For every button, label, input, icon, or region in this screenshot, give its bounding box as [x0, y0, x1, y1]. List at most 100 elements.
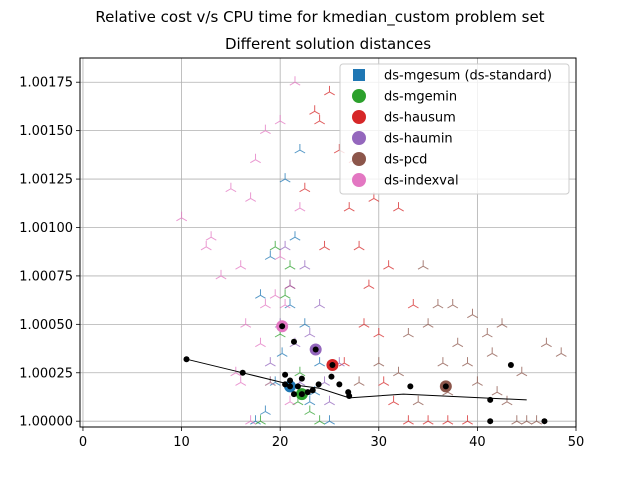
instance-point — [507, 362, 514, 369]
scatter-point — [304, 405, 316, 415]
x-tick-label: 40 — [469, 435, 486, 450]
scatter-point — [294, 366, 306, 377]
scatter-point — [250, 415, 261, 425]
instance-point — [328, 373, 335, 380]
series-4-points — [353, 260, 567, 425]
y-tick-label: 1.00025 — [19, 366, 73, 381]
series-mean-center — [329, 362, 336, 369]
x-tick-label: 0 — [79, 435, 87, 450]
scatter-point — [304, 395, 316, 406]
scatter-point — [437, 357, 449, 367]
legend-label: ds-pcd — [384, 153, 427, 168]
x-tick-label: 30 — [371, 435, 388, 450]
series-1-points — [255, 240, 326, 425]
scatter-point — [309, 105, 321, 115]
y-tick-label: 1.00100 — [19, 221, 73, 236]
scatter-point — [432, 298, 444, 309]
scatter-point — [289, 231, 301, 241]
scatter-point — [284, 279, 296, 290]
series-mean-center — [287, 383, 294, 390]
scatter-point — [259, 298, 271, 309]
scatter-point — [240, 318, 252, 328]
scatter-point — [521, 415, 533, 425]
instance-point — [298, 375, 305, 382]
scatter-point — [245, 192, 257, 202]
scatter-point — [304, 327, 316, 338]
legend-item: ds-indexval — [352, 173, 459, 189]
scatter-point — [363, 279, 375, 290]
series-2-points — [284, 85, 473, 425]
instance-point — [336, 381, 343, 388]
instance-point — [309, 387, 316, 394]
scatter-point — [289, 76, 301, 86]
trend-polyline — [186, 358, 527, 401]
scatter-point — [471, 376, 483, 386]
legend-box — [339, 63, 570, 195]
scatter-point — [338, 357, 350, 367]
legend-circle-marker — [352, 152, 366, 166]
legend-circle-marker — [352, 110, 366, 124]
scatter-point — [324, 415, 335, 425]
scatter-point — [225, 182, 237, 193]
scatter-point — [383, 260, 395, 270]
scatter-point — [353, 240, 365, 251]
y-axis: 1.00000 1.00025 1.00050 1.00075 1.00100 1.001… — [19, 76, 80, 430]
legend: ds-mgesum (ds-standard) ds-mgemin ds-hausu… — [339, 63, 570, 195]
scatter-point — [276, 347, 288, 357]
scatter-point — [255, 415, 266, 425]
legend-item: ds-mgesum (ds-standard) — [353, 69, 552, 84]
series-mean-center — [298, 391, 305, 398]
scatter-point — [373, 327, 385, 338]
instance-point — [487, 418, 494, 425]
scatter-point — [422, 415, 434, 425]
scatter-point — [255, 337, 266, 348]
legend-item: ds-hausum — [352, 110, 456, 126]
scatter-point — [442, 415, 454, 425]
scatter-point — [462, 357, 473, 367]
y-tick-label: 1.00000 — [19, 415, 73, 430]
legend-label: ds-indexval — [384, 174, 459, 189]
y-tick-label: 1.00175 — [19, 76, 73, 91]
scatter-point — [264, 357, 276, 367]
y-tick-label: 1.00050 — [19, 318, 73, 333]
scatter-point — [314, 298, 326, 309]
legend-label: ds-haumin — [384, 132, 453, 147]
scatter-point — [235, 376, 247, 386]
scatter-point — [353, 376, 365, 386]
scatter-point — [279, 298, 291, 309]
scatter-point — [447, 298, 459, 309]
y-tick-label: 1.00075 — [19, 269, 73, 284]
scatter-point — [299, 182, 311, 193]
legend-label: ds-mgesum (ds-standard) — [384, 69, 552, 84]
series-5-points — [176, 76, 306, 425]
scatter-point — [343, 202, 355, 212]
scatter-point — [417, 260, 429, 270]
axes-frame — [79, 57, 577, 428]
legend-circle-marker — [352, 173, 366, 187]
scatter-point — [314, 114, 326, 125]
scatter-point — [205, 231, 217, 241]
scatter-point — [393, 202, 404, 212]
scatter-point — [259, 124, 271, 135]
scatter-point — [294, 202, 306, 212]
scatter-point — [402, 327, 414, 338]
series-mean-center — [312, 346, 319, 353]
series-means — [276, 320, 452, 401]
scatter-point — [230, 366, 242, 377]
x-axis: 0 10 20 30 40 50 — [79, 427, 584, 450]
y-tick-label: 1.00125 — [19, 173, 73, 188]
scatter-markers — [176, 76, 567, 425]
instance-point — [346, 393, 353, 400]
scatter-point — [269, 289, 281, 299]
legend-item: ds-pcd — [352, 152, 427, 168]
scatter-point — [412, 395, 424, 406]
trend-line — [186, 358, 527, 401]
scatter-point — [393, 366, 404, 377]
axes-title: Different solution distances — [225, 35, 431, 53]
scatter-point — [294, 143, 306, 154]
x-tick-label: 10 — [173, 435, 190, 450]
scatter-point — [299, 260, 311, 270]
scatter-point — [467, 308, 478, 319]
scatter-point — [245, 415, 257, 425]
